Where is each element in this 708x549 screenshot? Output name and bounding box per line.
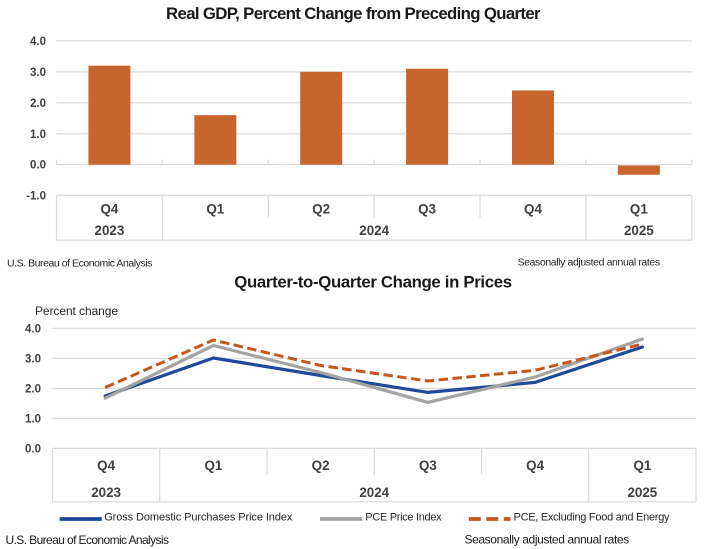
svg-text:U.S. Bureau of Economic Analys: U.S. Bureau of Economic Analysis [7,258,152,270]
svg-text:2025: 2025 [627,485,657,500]
svg-text:2025: 2025 [624,223,654,238]
svg-text:PCE Price Index: PCE Price Index [365,512,442,524]
svg-text:2024: 2024 [359,223,389,238]
svg-text:Q1: Q1 [206,202,224,217]
svg-text:U.S. Bureau of Economic Analys: U.S. Bureau of Economic Analysis [6,533,169,547]
svg-text:3.0: 3.0 [25,353,41,365]
svg-text:Q4: Q4 [97,458,115,473]
svg-text:Q2: Q2 [312,458,330,473]
svg-text:PCE, Excluding Food and Energy: PCE, Excluding Food and Energy [514,512,671,524]
svg-text:4.0: 4.0 [30,36,46,48]
svg-text:2024: 2024 [359,485,389,500]
svg-text:Q4: Q4 [526,458,544,473]
svg-text:Q3: Q3 [419,458,437,473]
svg-text:Q2: Q2 [312,202,330,217]
svg-text:Q4: Q4 [524,202,542,217]
svg-text:Seasonally adjusted annual rat: Seasonally adjusted annual rates [518,256,660,268]
svg-text:4.0: 4.0 [25,323,41,335]
svg-text:Q1: Q1 [204,458,222,473]
svg-text:0.0: 0.0 [30,160,46,172]
svg-text:-1.0: -1.0 [26,191,46,203]
svg-text:Q4: Q4 [101,202,119,217]
svg-text:2023: 2023 [95,223,125,238]
svg-text:Q1: Q1 [633,458,651,473]
svg-text:Percent change: Percent change [35,304,118,318]
svg-text:2.0: 2.0 [25,383,41,395]
svg-text:2023: 2023 [91,485,121,500]
svg-text:1.0: 1.0 [30,129,46,141]
svg-text:2.0: 2.0 [30,98,46,110]
svg-text:Q3: Q3 [418,202,436,217]
svg-text:Seasonally adjusted annual rat: Seasonally adjusted annual rates [465,533,630,547]
svg-text:0.0: 0.0 [25,443,41,455]
svg-text:3.0: 3.0 [30,67,46,79]
svg-text:Quarter-to-Quarter Change in P: Quarter-to-Quarter Change in Prices [234,272,512,291]
svg-text:Q1: Q1 [630,202,648,217]
svg-text:Real GDP, Percent Change from: Real GDP, Percent Change from Preceding … [166,4,541,23]
svg-text:Gross Domestic Purchases Price: Gross Domestic Purchases Price Index [104,512,293,524]
svg-text:1.0: 1.0 [25,413,41,425]
